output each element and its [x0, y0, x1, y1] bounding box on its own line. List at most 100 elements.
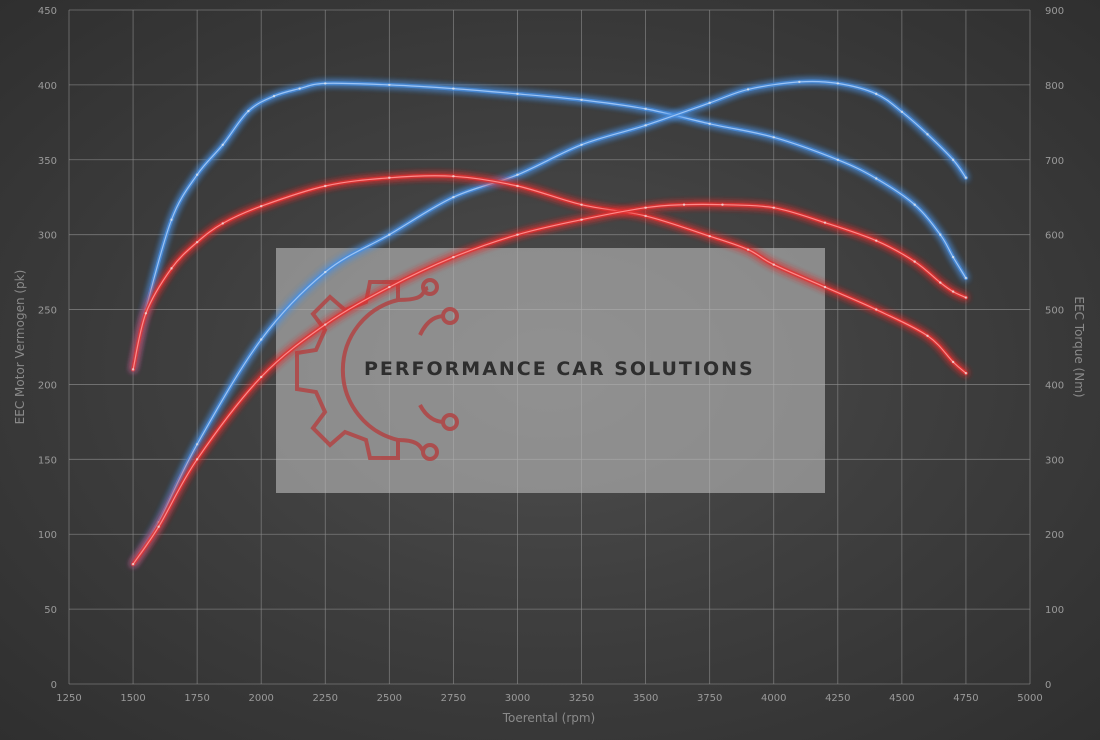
series-point [913, 260, 916, 263]
series-point [772, 136, 775, 139]
series-line [132, 175, 967, 374]
series-point [388, 176, 391, 179]
x-tick-label: 3250 [569, 693, 594, 704]
x-tick-label: 4750 [953, 693, 978, 704]
series-point [823, 285, 827, 289]
left-axis-ticks: 0 50 100 150 200 250 300 350 400 450 [38, 6, 57, 691]
series-point [580, 143, 583, 146]
series-point [746, 88, 750, 91]
series-point [836, 158, 839, 161]
right-tick-label: 700 [1045, 156, 1064, 167]
series-point [951, 158, 955, 161]
left-tick-label: 400 [38, 81, 57, 92]
x-axis-title: Toerental (rpm) [502, 711, 595, 725]
series-point [144, 312, 148, 315]
x-tick-label: 2500 [377, 693, 402, 704]
grid-lines [68, 9, 1031, 685]
right-tick-label: 800 [1045, 81, 1064, 92]
left-tick-label: 250 [38, 306, 57, 317]
series-point [644, 206, 647, 209]
series-point [324, 82, 327, 85]
series-point [951, 290, 955, 293]
series-1 [131, 79, 968, 567]
series-point [964, 372, 968, 375]
series-point [452, 196, 455, 199]
series-point [170, 267, 173, 270]
series-3 [131, 202, 968, 567]
series-point [772, 263, 775, 266]
x-tick-label: 4250 [825, 693, 850, 704]
series-point [964, 276, 968, 280]
series-point [772, 206, 775, 209]
x-tick-label: 2250 [313, 693, 338, 704]
right-tick-label: 500 [1045, 306, 1064, 317]
series-point [926, 133, 929, 136]
series-point [644, 107, 647, 111]
series-point [131, 562, 135, 566]
series-point [131, 368, 135, 371]
series-point [746, 248, 750, 251]
series-point [951, 360, 955, 364]
series-point [452, 87, 455, 90]
x-axis-ticks: 1250 1500 1750 2000 2250 2500 2750 3000 3250 3500… [56, 693, 1042, 704]
left-axis-title: EEC Motor Vermogen (pk) [13, 270, 27, 425]
left-tick-label: 0 [51, 680, 57, 691]
left-tick-label: 200 [38, 380, 57, 391]
series-point [682, 203, 686, 206]
series-point [964, 176, 968, 179]
x-tick-label: 3000 [505, 693, 530, 704]
watermark: PERFORMANCE CAR SOLUTIONS [276, 248, 825, 493]
series-point [516, 173, 519, 176]
series-point [708, 122, 711, 126]
series-point [452, 255, 455, 259]
series-point [324, 270, 327, 274]
left-tick-label: 150 [38, 455, 57, 466]
x-tick-label: 2750 [441, 693, 466, 704]
x-tick-label: 1500 [120, 693, 145, 704]
left-tick-label: 450 [38, 6, 57, 17]
series-point [913, 203, 916, 206]
series-point [580, 98, 583, 102]
series-point [452, 175, 455, 178]
series-line [132, 203, 967, 565]
right-tick-label: 100 [1045, 605, 1064, 616]
series-2 [131, 173, 968, 376]
series-point [836, 82, 839, 85]
series-point [272, 94, 276, 98]
x-tick-label: 4500 [889, 693, 914, 704]
series-point [221, 222, 224, 225]
series-point [708, 234, 711, 238]
series-point [951, 255, 955, 259]
series-point [195, 173, 199, 176]
gear-logo-icon [295, 278, 459, 461]
series-point [388, 83, 391, 87]
series-point [388, 285, 391, 289]
series-point [260, 205, 263, 208]
series-point [195, 458, 199, 461]
series-point [708, 101, 711, 105]
x-tick-label: 3750 [697, 693, 722, 704]
right-tick-label: 400 [1045, 380, 1064, 391]
x-tick-label: 4000 [761, 693, 786, 704]
series-point [157, 525, 160, 528]
series-point [388, 233, 391, 236]
series-0 [131, 81, 968, 372]
series-point [170, 218, 173, 221]
x-tick-label: 1250 [56, 693, 81, 704]
x-tick-label: 5000 [1017, 693, 1042, 704]
series-point [644, 124, 647, 127]
x-tick-label: 3500 [633, 693, 658, 704]
x-tick-label: 2000 [248, 693, 273, 704]
left-tick-label: 300 [38, 231, 57, 242]
series-line [132, 80, 967, 565]
series-point [875, 308, 878, 311]
series-point [721, 203, 724, 206]
series-point [926, 334, 929, 337]
series-point [939, 233, 942, 236]
series-point [580, 203, 583, 206]
series-point [939, 281, 942, 284]
series-line [132, 82, 967, 370]
series-point [580, 218, 583, 221]
right-axis-ticks: 0 100 200 300 400 500 600 700 800 900 [1045, 6, 1064, 691]
right-tick-label: 200 [1045, 530, 1064, 541]
